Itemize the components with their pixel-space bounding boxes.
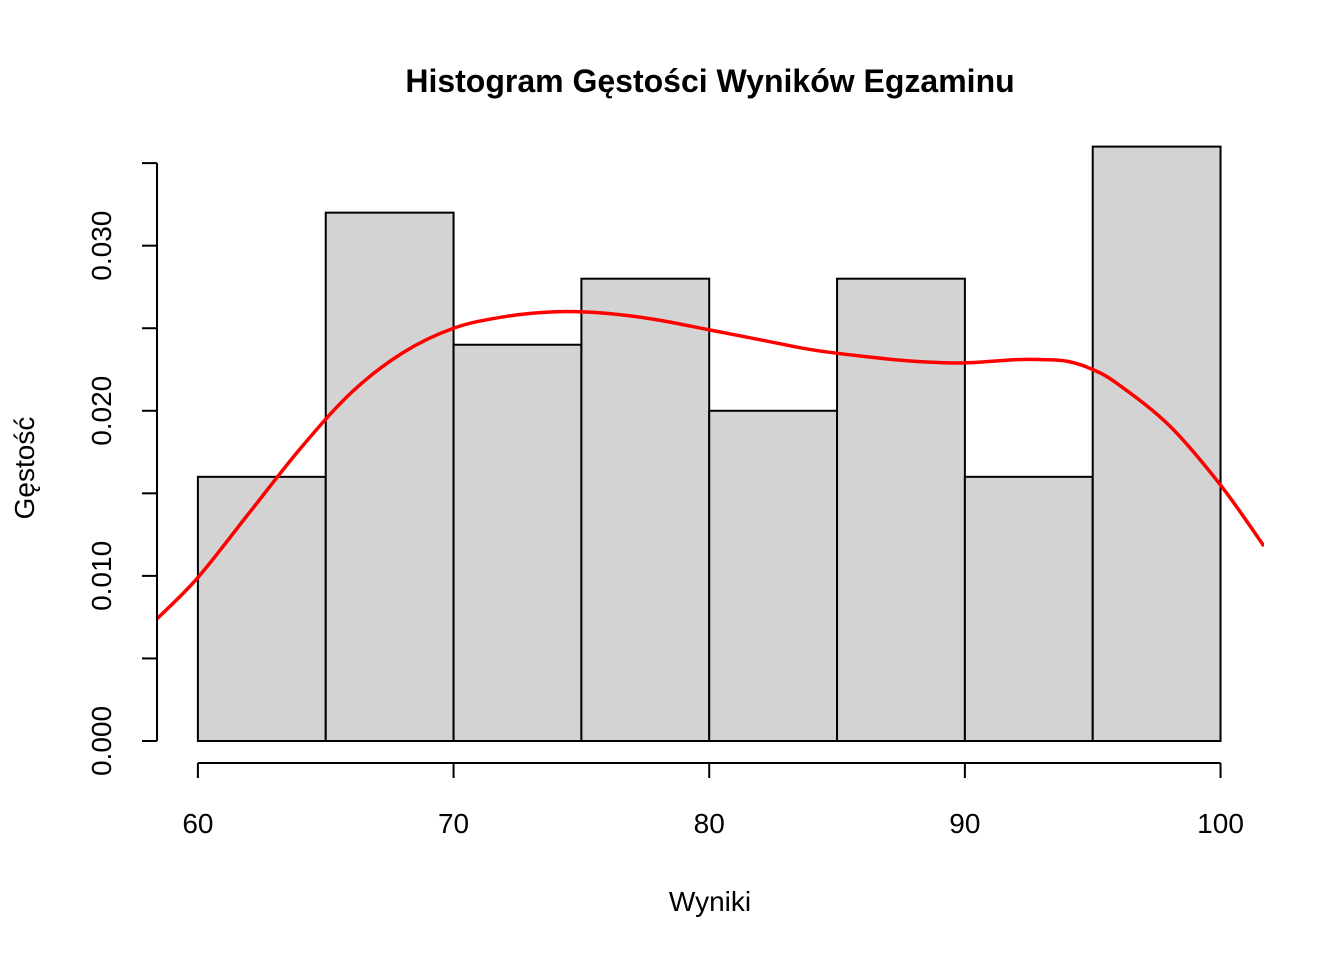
histogram-bar-6 [836,277,966,742]
x-tick-label: 70 [438,808,469,839]
histogram-bar-5 [708,409,839,742]
x-axis-label: Wyniki [669,886,751,917]
histogram-bar-3 [452,343,583,742]
y-axis-label: Gęstość [9,417,40,520]
y-tick-label: 0.020 [86,376,117,446]
density-curve-line [157,309,1264,621]
histogram-bar-7 [963,475,1094,742]
histogram-bar-1 [196,475,327,742]
y-axis: 0.000 0.010 0.020 0.030 [86,162,158,776]
chart-title: Histogram Gęstości Wyników Egzaminu [405,63,1014,99]
y-tick-label: 0.000 [86,706,117,776]
bars-group [196,145,1222,743]
x-tick-label: 60 [182,808,213,839]
density-curve-group [157,309,1264,621]
x-tick-label: 80 [694,808,725,839]
y-tick-label: 0.010 [86,541,117,611]
x-axis: 60 70 80 90 100 [182,762,1244,839]
histogram-bar-4 [580,277,711,742]
histogram-bar-2 [324,211,455,742]
x-tick-label: 90 [949,808,980,839]
x-tick-label: 100 [1197,808,1244,839]
y-tick-label: 0.030 [86,211,117,281]
histogram-bar-8 [1091,145,1222,743]
